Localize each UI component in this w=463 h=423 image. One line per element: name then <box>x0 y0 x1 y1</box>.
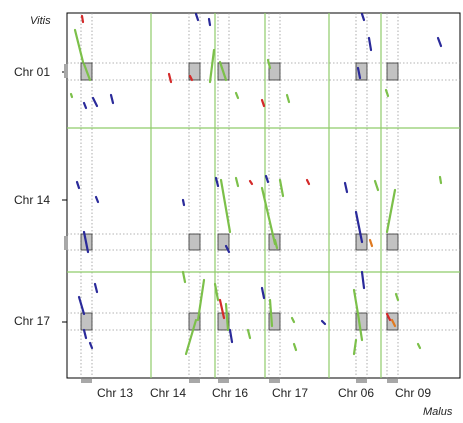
synteny-dot <box>77 295 86 316</box>
synteny-dot <box>260 286 266 300</box>
synteny-dot <box>368 238 374 248</box>
synteny-dot <box>264 174 270 184</box>
synteny-dot <box>224 244 231 254</box>
y-marker <box>64 236 68 250</box>
synteny-dot <box>228 328 234 344</box>
highlight-box <box>188 62 201 81</box>
synteny-dot <box>82 101 88 110</box>
highlight-box <box>80 312 93 331</box>
synteny-dot <box>94 195 100 204</box>
synteny-dot <box>266 58 272 70</box>
y-label-chr01: Chr 01 <box>14 65 51 79</box>
x-label-chr16: Chr 16 <box>212 386 249 400</box>
synteny-dot <box>385 188 397 234</box>
x-label-chr17: Chr 17 <box>272 386 309 400</box>
synteny-dot <box>188 74 194 82</box>
synteny-dot <box>213 282 220 302</box>
axis-ticks <box>62 64 398 383</box>
x-label-chr06: Chr 06 <box>338 386 375 400</box>
synteny-dot <box>352 338 358 356</box>
synteny-dot <box>354 210 364 244</box>
highlight-box <box>188 233 201 251</box>
synteny-dot <box>219 178 232 234</box>
synteny-dot <box>196 278 206 322</box>
synteny-dot <box>343 181 349 194</box>
synteny-dot <box>320 319 327 326</box>
x-label-chr13: Chr 13 <box>97 386 134 400</box>
synteny-dot <box>82 230 90 254</box>
chromosome-boundaries <box>67 13 460 378</box>
synteny-dot <box>91 96 99 108</box>
synteny-dot <box>360 12 366 22</box>
synteny-dot <box>80 14 85 24</box>
synteny-dot <box>290 316 296 324</box>
x-marker <box>387 379 398 383</box>
synteny-dot <box>109 93 115 105</box>
x-marker <box>218 379 229 383</box>
x-label-chr14: Chr 14 <box>150 386 187 400</box>
synteny-dot <box>352 288 360 316</box>
synteny-dot <box>234 176 240 188</box>
synteny-dot <box>305 178 311 186</box>
synteny-dot <box>88 341 94 350</box>
x-marker <box>356 379 367 383</box>
synteny-dot <box>218 60 228 82</box>
synteny-dot <box>181 270 187 284</box>
y-axis-title: Vitis <box>30 15 51 27</box>
synteny-dot <box>268 298 274 328</box>
synteny-dot <box>73 28 85 64</box>
highlight-box <box>386 62 399 81</box>
highlight-box <box>268 62 281 81</box>
synteny-dot <box>260 98 266 108</box>
synteny-dot <box>224 302 230 332</box>
y-label-chr17: Chr 17 <box>14 314 51 328</box>
x-axis-title: Malus <box>423 406 453 418</box>
synteny-dot <box>184 318 198 356</box>
synteny-dot <box>181 198 186 207</box>
x-marker <box>269 379 280 383</box>
synteny-dot <box>436 36 443 48</box>
synteny-dot <box>385 312 392 322</box>
highlight-box <box>217 233 230 251</box>
synteny-dot <box>69 92 74 99</box>
y-label-chr14: Chr 14 <box>14 193 51 207</box>
x-marker <box>189 379 200 383</box>
synteny-dot <box>373 179 380 192</box>
synteny-dot <box>356 312 364 342</box>
synteny-dot <box>82 62 92 82</box>
synteny-dot <box>367 36 373 52</box>
highlight-box <box>386 233 399 251</box>
synteny-dot <box>75 180 81 190</box>
synteny-dot <box>360 270 366 290</box>
synteny-dot <box>416 342 422 350</box>
synteny-dot <box>356 66 362 80</box>
highlight-box <box>268 312 281 331</box>
synteny-dot <box>246 328 252 340</box>
synteny-dot <box>234 91 240 100</box>
synteny-dot <box>292 342 298 352</box>
synteny-dot <box>260 186 277 246</box>
synteny-dot <box>194 12 200 22</box>
synteny-dot <box>218 298 226 320</box>
highlight-box <box>355 62 368 81</box>
synteny-dot <box>248 179 254 186</box>
synteny-dot <box>208 48 216 84</box>
y-marker <box>64 64 68 78</box>
synteny-dot <box>384 88 390 98</box>
synteny-dot <box>93 282 99 294</box>
synteny-dot <box>167 72 173 84</box>
synteny-dot <box>390 318 397 328</box>
synteny-dots <box>69 12 443 356</box>
synteny-dot <box>438 175 443 185</box>
synteny-dot <box>273 238 279 250</box>
synteny-dot <box>285 93 291 104</box>
synteny-dot <box>214 176 220 188</box>
x-label-chr09: Chr 09 <box>395 386 432 400</box>
synteny-dot <box>278 178 285 198</box>
synteny-dot <box>82 328 88 340</box>
x-marker <box>81 379 92 383</box>
synteny-dot <box>207 17 212 27</box>
synteny-dot <box>394 292 400 302</box>
